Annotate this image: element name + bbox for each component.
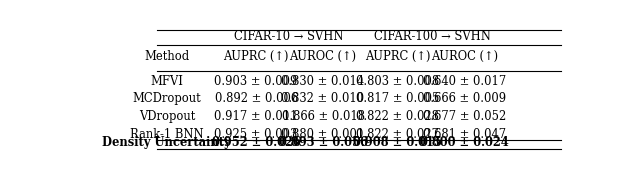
Text: 0.903 ± 0.009: 0.903 ± 0.009	[214, 75, 298, 88]
Text: 0.681 ± 0.047: 0.681 ± 0.047	[423, 128, 506, 141]
Text: 0.817 ± 0.005: 0.817 ± 0.005	[356, 92, 439, 105]
Text: CIFAR-100 → SVHN: CIFAR-100 → SVHN	[374, 30, 491, 43]
Text: MCDropout: MCDropout	[132, 92, 201, 105]
Text: 0.832 ± 0.010: 0.832 ± 0.010	[282, 92, 365, 105]
Text: 0.822 ± 0.027: 0.822 ± 0.027	[356, 128, 439, 141]
Text: 0.803 ± 0.008: 0.803 ± 0.008	[356, 75, 439, 88]
Text: AUPRC (↑): AUPRC (↑)	[365, 50, 430, 63]
Text: Density Uncertainty: Density Uncertainty	[102, 136, 231, 149]
Text: AUROC (↑): AUROC (↑)	[431, 50, 498, 63]
Text: 0.893 ± 0.056: 0.893 ± 0.056	[278, 136, 367, 149]
Text: Rank-1 BNN: Rank-1 BNN	[130, 128, 204, 141]
Text: 0.677 ± 0.052: 0.677 ± 0.052	[423, 110, 506, 123]
Text: AUROC (↑): AUROC (↑)	[289, 50, 356, 63]
Text: 0.830 ± 0.014: 0.830 ± 0.014	[282, 75, 365, 88]
Text: 0.917 ± 0.011: 0.917 ± 0.011	[214, 110, 298, 123]
Text: 0.640 ± 0.017: 0.640 ± 0.017	[423, 75, 506, 88]
Text: AUPRC (↑): AUPRC (↑)	[223, 50, 289, 63]
Text: Method: Method	[144, 50, 189, 63]
Text: 0.866 ± 0.018: 0.866 ± 0.018	[282, 110, 365, 123]
Text: 0.952 ± 0.026: 0.952 ± 0.026	[212, 136, 301, 149]
Text: 0.822 ± 0.028: 0.822 ± 0.028	[356, 110, 439, 123]
Text: 0.908 ± 0.015: 0.908 ± 0.015	[353, 136, 442, 149]
Text: 0.880 ± 0.001: 0.880 ± 0.001	[282, 128, 365, 141]
Text: 0.800 ± 0.024: 0.800 ± 0.024	[420, 136, 509, 149]
Text: MFVI: MFVI	[150, 75, 183, 88]
Text: VDropout: VDropout	[139, 110, 195, 123]
Text: 0.666 ± 0.009: 0.666 ± 0.009	[423, 92, 506, 105]
Text: 0.925 ± 0.003: 0.925 ± 0.003	[214, 128, 298, 141]
Text: CIFAR-10 → SVHN: CIFAR-10 → SVHN	[234, 30, 343, 43]
Text: 0.892 ± 0.006: 0.892 ± 0.006	[214, 92, 298, 105]
